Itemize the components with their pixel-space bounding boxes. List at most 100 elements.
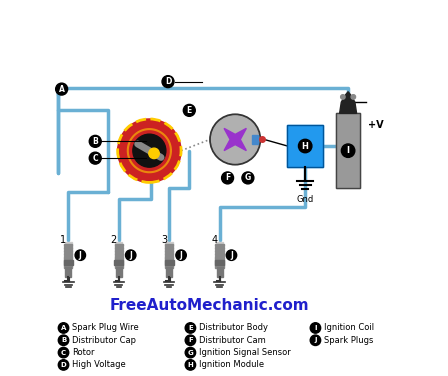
Polygon shape [224, 128, 246, 151]
Bar [215, 258, 224, 268]
Text: J: J [230, 251, 233, 260]
Bar [216, 242, 223, 259]
Bar [115, 253, 123, 255]
Text: G: G [188, 350, 193, 356]
Circle shape [242, 172, 254, 184]
Bar [64, 260, 73, 264]
Circle shape [125, 250, 136, 261]
Text: Ignition Signal Sensor: Ignition Signal Sensor [198, 348, 290, 357]
Text: High Voltage: High Voltage [72, 361, 125, 369]
Text: I: I [314, 325, 317, 331]
Polygon shape [340, 92, 357, 113]
Text: B: B [61, 337, 66, 343]
Text: Ignition Coil: Ignition Coil [323, 323, 374, 332]
Text: J: J [180, 251, 182, 260]
Text: 2: 2 [111, 235, 117, 244]
Bar [115, 258, 123, 268]
Circle shape [149, 148, 159, 159]
Bar [165, 253, 173, 255]
Text: C: C [92, 154, 98, 163]
Circle shape [58, 347, 69, 358]
Text: Distributor Body: Distributor Body [198, 323, 267, 332]
Text: C: C [61, 350, 66, 356]
Circle shape [310, 323, 321, 333]
Circle shape [351, 95, 356, 99]
Bar [215, 250, 224, 252]
Bar [215, 247, 224, 249]
Bar [65, 242, 72, 259]
Bar [288, 124, 323, 167]
Circle shape [341, 144, 355, 158]
Bar [215, 260, 224, 264]
Bar [165, 250, 173, 252]
Circle shape [58, 360, 69, 370]
Bar [65, 267, 71, 277]
Circle shape [298, 139, 312, 153]
Circle shape [89, 152, 101, 164]
Bar [165, 260, 174, 264]
Bar [216, 267, 223, 277]
Circle shape [133, 134, 166, 167]
Bar [165, 244, 173, 246]
Circle shape [310, 335, 321, 346]
Bar [115, 250, 123, 252]
Text: Rotor: Rotor [72, 348, 94, 357]
Circle shape [58, 335, 69, 346]
Circle shape [58, 323, 69, 333]
Text: Spark Plug Wire: Spark Plug Wire [72, 323, 138, 332]
Text: G: G [245, 173, 251, 182]
Text: H: H [188, 362, 193, 368]
Circle shape [226, 250, 237, 261]
Bar [166, 267, 172, 277]
Bar [165, 242, 173, 259]
Text: 1: 1 [60, 235, 66, 244]
Text: J: J [129, 251, 132, 260]
Text: E: E [187, 106, 192, 115]
Circle shape [162, 76, 174, 88]
Bar [165, 258, 173, 268]
Bar [116, 267, 122, 277]
Text: D: D [60, 362, 66, 368]
Bar [336, 113, 360, 188]
Text: J: J [314, 337, 317, 343]
Text: Gnd: Gnd [297, 195, 314, 204]
Text: E: E [188, 325, 193, 331]
Bar [165, 247, 173, 249]
Text: F: F [188, 337, 193, 343]
Bar [115, 247, 123, 249]
Bar [165, 256, 173, 258]
Bar [215, 253, 224, 255]
Text: J: J [79, 251, 82, 260]
Circle shape [89, 135, 101, 147]
Bar [64, 244, 73, 246]
Circle shape [176, 250, 186, 261]
Text: 4: 4 [211, 235, 217, 244]
Bar [64, 256, 73, 258]
Bar [115, 242, 122, 259]
Text: +V: +V [368, 120, 384, 130]
Circle shape [118, 119, 181, 182]
Circle shape [75, 250, 86, 261]
Circle shape [185, 335, 196, 346]
Circle shape [222, 172, 233, 184]
Text: I: I [347, 146, 349, 155]
Bar [115, 244, 123, 246]
Circle shape [185, 360, 196, 370]
Text: 3: 3 [161, 235, 167, 244]
Circle shape [185, 323, 196, 333]
Bar [252, 135, 258, 144]
Bar [64, 250, 73, 252]
Text: FreeAutoMechanic.com: FreeAutoMechanic.com [109, 298, 309, 313]
Text: D: D [165, 77, 171, 86]
Bar [336, 113, 360, 188]
Bar [288, 124, 323, 167]
Text: Spark Plugs: Spark Plugs [323, 336, 373, 345]
Circle shape [183, 105, 195, 116]
Bar [114, 260, 123, 264]
Circle shape [210, 114, 261, 165]
Bar [115, 256, 123, 258]
Bar [215, 244, 224, 246]
Bar [64, 247, 73, 249]
Bar [64, 258, 73, 268]
Bar [215, 256, 224, 258]
